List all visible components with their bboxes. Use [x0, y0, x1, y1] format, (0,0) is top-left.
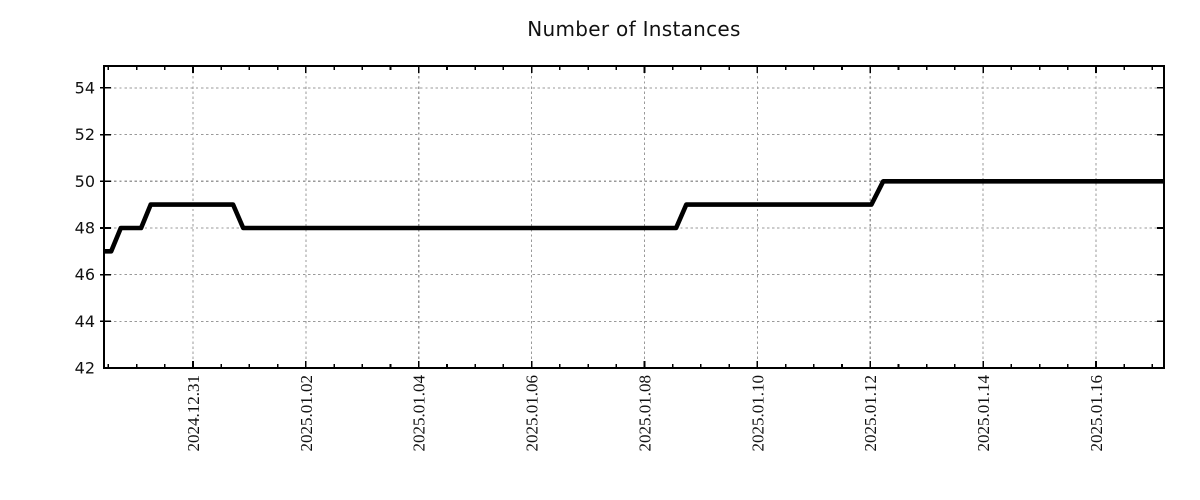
y-tick-label: 50: [75, 172, 95, 191]
gridlines: [104, 66, 1164, 368]
y-tick-label: 46: [75, 265, 95, 284]
y-tick-label: 44: [75, 312, 95, 331]
x-tick-label: 2025.01.14: [974, 375, 993, 452]
x-tick-label: 2025.01.04: [410, 375, 429, 452]
x-tick-label: 2025.01.02: [297, 375, 316, 452]
x-tick-label: 2025.01.16: [1087, 375, 1106, 452]
chart-title: Number of Instances: [527, 17, 741, 41]
plot-border: [103, 65, 1165, 369]
y-tick-label: 52: [75, 125, 95, 144]
x-tick-label: 2025.01.12: [861, 375, 880, 452]
y-tick-label: 48: [75, 218, 95, 237]
y-axis-labels: 42 44 46 48 50 52 54: [75, 78, 95, 377]
series-line-instances: [104, 179, 1164, 254]
axis-ticks: [100, 66, 1164, 368]
x-tick-label: 2025.01.10: [748, 375, 767, 452]
y-tick-label: 42: [75, 359, 95, 378]
x-tick-label: 2025.01.08: [635, 375, 654, 452]
y-tick-label: 54: [75, 78, 95, 97]
x-tick-label: 2024.12.31: [184, 375, 203, 452]
x-tick-label: 2025.01.06: [523, 375, 542, 452]
x-axis-labels: 2024.12.31 2025.01.02 2025.01.04 2025.01.06…: [184, 375, 1106, 452]
